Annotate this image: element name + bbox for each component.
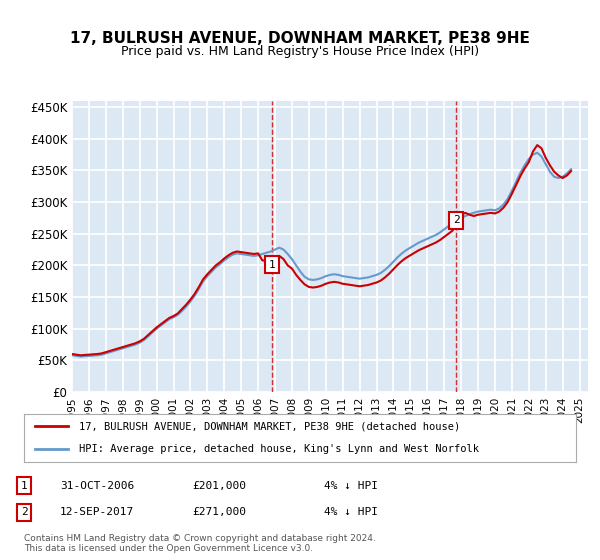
Text: 12-SEP-2017: 12-SEP-2017 <box>60 507 134 517</box>
Text: 4% ↓ HPI: 4% ↓ HPI <box>324 480 378 491</box>
Text: 31-OCT-2006: 31-OCT-2006 <box>60 480 134 491</box>
Text: HPI: Average price, detached house, King's Lynn and West Norfolk: HPI: Average price, detached house, King… <box>79 444 479 454</box>
Text: £201,000: £201,000 <box>192 480 246 491</box>
Text: 17, BULRUSH AVENUE, DOWNHAM MARKET, PE38 9HE: 17, BULRUSH AVENUE, DOWNHAM MARKET, PE38… <box>70 31 530 46</box>
Text: 4% ↓ HPI: 4% ↓ HPI <box>324 507 378 517</box>
Text: 2: 2 <box>452 216 460 226</box>
Text: Price paid vs. HM Land Registry's House Price Index (HPI): Price paid vs. HM Land Registry's House … <box>121 45 479 58</box>
Text: £271,000: £271,000 <box>192 507 246 517</box>
Text: 1: 1 <box>20 480 28 491</box>
Text: 17, BULRUSH AVENUE, DOWNHAM MARKET, PE38 9HE (detached house): 17, BULRUSH AVENUE, DOWNHAM MARKET, PE38… <box>79 421 460 431</box>
Text: 2: 2 <box>20 507 28 517</box>
Text: Contains HM Land Registry data © Crown copyright and database right 2024.
This d: Contains HM Land Registry data © Crown c… <box>24 534 376 553</box>
Text: 1: 1 <box>269 260 275 270</box>
